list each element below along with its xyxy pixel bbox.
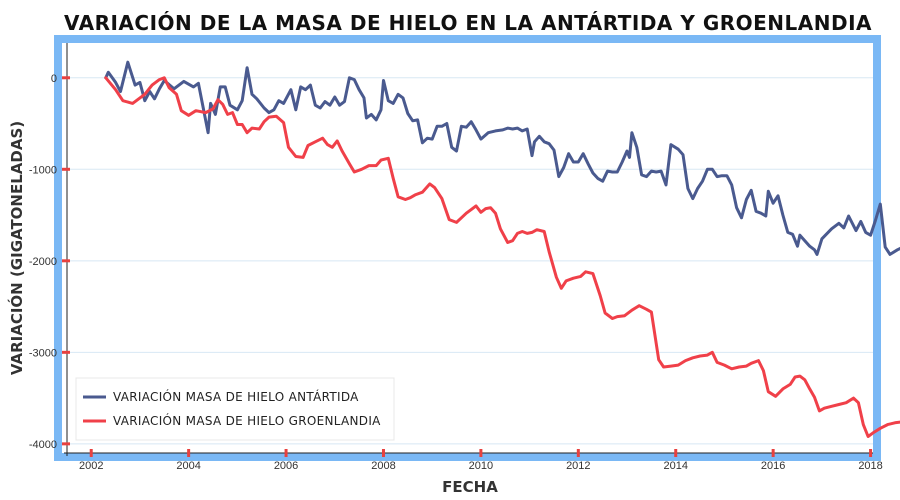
x-tick-label: 2014 bbox=[663, 460, 687, 472]
legend-box bbox=[75, 377, 395, 441]
x-tick-label: 2004 bbox=[176, 460, 200, 472]
x-axis-title: FECHA bbox=[442, 478, 498, 496]
y-tick-label: -3000 bbox=[29, 347, 57, 359]
x-tick-label: 2002 bbox=[79, 460, 103, 472]
series-layer bbox=[104, 60, 900, 438]
series-line-antarctica bbox=[104, 60, 900, 256]
y-axis-title: VARIACIÓN (GIGATONELADAS) bbox=[7, 121, 26, 375]
y-tick-label: -4000 bbox=[29, 439, 57, 451]
y-tick-label: -1000 bbox=[29, 164, 57, 176]
x-tick-label: 2012 bbox=[566, 460, 590, 472]
x-tick-label: 2006 bbox=[274, 460, 298, 472]
x-tick-label: 2016 bbox=[761, 460, 785, 472]
axes: 0 -1000 -2000 -3000 -4000 2002 2004 2006 2008 201… bbox=[29, 43, 883, 472]
series-line-greenland bbox=[104, 76, 900, 438]
x-tick-label: 2018 bbox=[858, 460, 882, 472]
plot-frame bbox=[54, 35, 881, 461]
x-tick-label: 2010 bbox=[469, 460, 493, 472]
legend-label-greenland: VARIACIÓN MASA DE HIELO GROENLANDIA bbox=[113, 413, 381, 428]
x-tick-label: 2008 bbox=[371, 460, 395, 472]
y-tick-label: 0 bbox=[51, 73, 57, 85]
horizontal-gridlines bbox=[62, 77, 873, 445]
legend: VARIACIÓN MASA DE HIELO ANTÁRTIDA VARIAC… bbox=[75, 377, 395, 441]
legend-label-antarctica: VARIACIÓN MASA DE HIELO ANTÁRTIDA bbox=[113, 389, 359, 404]
y-tick-label: -2000 bbox=[29, 256, 57, 268]
chart-title: VARIACIÓN DE LA MASA DE HIELO EN LA ANTÁ… bbox=[64, 11, 872, 35]
